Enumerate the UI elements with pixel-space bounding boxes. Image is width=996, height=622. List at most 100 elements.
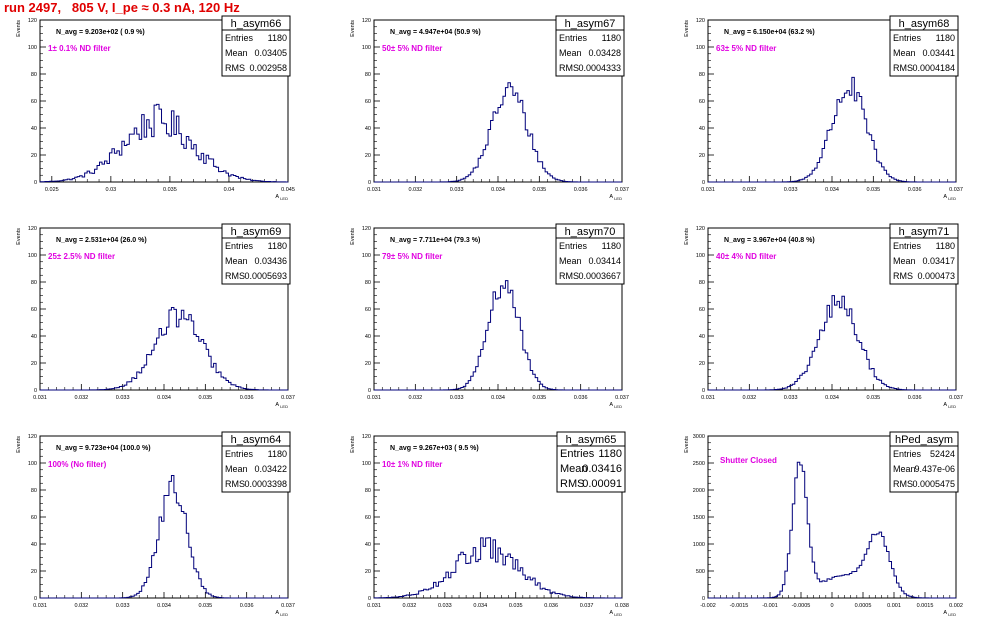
y-tick-label: 0	[702, 388, 705, 394]
x-tick-label: 0.037	[949, 187, 963, 193]
stats-key: Entries	[893, 33, 922, 43]
stats-value: 1180	[936, 241, 955, 251]
x-tick-label: 0.031	[33, 395, 47, 401]
y-tick-label: 100	[28, 45, 37, 51]
y-tick-label: 120	[696, 18, 705, 24]
histogram-panel-h_asym66: 0 20 40 60 80 100 120 0.025 0.03 0.035 0.04 0.045 Ev…	[16, 15, 295, 201]
y-tick-label: 40	[31, 126, 37, 132]
stats-value: 1180	[268, 449, 287, 459]
stats-value: 1180	[936, 33, 955, 43]
filter-label: Shutter Closed	[720, 456, 777, 465]
x-axis-label: A LED	[275, 610, 288, 617]
stats-name: h_asym68	[899, 18, 950, 30]
y-tick-label: 40	[365, 334, 371, 340]
stats-value: 52424	[930, 449, 955, 459]
y-tick-label: 2500	[693, 461, 705, 467]
x-tick-label: 0.036	[908, 395, 922, 401]
x-tick-label: -0.0015	[730, 603, 749, 609]
histogram-line	[708, 76, 956, 183]
x-axis-label: A LED	[609, 402, 622, 409]
x-tick-label: 0.034	[491, 187, 505, 193]
y-tick-label: 80	[365, 488, 371, 494]
stats-value: 0.0003667	[578, 271, 621, 281]
y-tick-label: 0	[368, 180, 371, 186]
y-tick-label: 80	[31, 280, 37, 286]
x-tick-label: 0.036	[544, 603, 558, 609]
y-tick-label: 40	[365, 126, 371, 132]
y-tick-label: 60	[365, 99, 371, 105]
stats-value: 0.0004184	[912, 63, 955, 73]
x-tick-label: 0.03	[105, 187, 116, 193]
stats-name: hPed_asym	[895, 434, 953, 446]
stats-value: 1180	[268, 241, 287, 251]
y-tick-label: 100	[362, 461, 371, 467]
y-tick-label: 40	[31, 542, 37, 548]
x-tick-label: 0.031	[33, 603, 47, 609]
stats-key: Entries	[225, 241, 254, 251]
y-tick-label: 20	[31, 569, 37, 575]
y-tick-label: 500	[696, 569, 705, 575]
stats-key: RMS	[893, 63, 913, 73]
stats-value: 1180	[268, 33, 287, 43]
stats-value: 0.03414	[588, 256, 621, 266]
histogram-line	[374, 280, 622, 391]
filter-label: 50± 5% ND filter	[382, 44, 442, 53]
stats-value: 0.0005475	[912, 479, 955, 489]
stats-box	[221, 15, 291, 77]
x-tick-label: 0.033	[116, 603, 130, 609]
stats-key: Entries	[225, 449, 254, 459]
y-tick-label: 3000	[693, 434, 705, 440]
stats-key: RMS	[225, 479, 245, 489]
stats-value: 0.03441	[922, 48, 955, 58]
x-tick-label: 0.036	[240, 395, 254, 401]
y-tick-label: 120	[362, 18, 371, 24]
filter-label: 40± 4% ND filter	[716, 252, 776, 261]
stats-key: RMS	[225, 271, 245, 281]
stats-key: Entries	[893, 241, 922, 251]
y-tick-label: 100	[28, 461, 37, 467]
y-axis-label: Events	[684, 228, 690, 245]
x-tick-label: 0.035	[532, 395, 546, 401]
stats-box	[889, 15, 959, 77]
histogram-line	[39, 103, 289, 183]
histogram-line	[708, 295, 956, 391]
y-tick-label: 120	[362, 434, 371, 440]
y-tick-label: 20	[699, 153, 705, 159]
x-tick-label: 0.031	[367, 603, 381, 609]
y-tick-label: 80	[31, 72, 37, 78]
stats-key: Entries	[560, 448, 595, 460]
x-tick-label: 0.037	[615, 395, 629, 401]
y-tick-label: 60	[31, 307, 37, 313]
histogram-line	[708, 461, 957, 599]
x-tick-label: -0.0005	[792, 603, 811, 609]
x-axis-label: A LED	[943, 194, 956, 201]
stats-value: 0.0004333	[578, 63, 621, 73]
x-tick-label: 0.031	[367, 187, 381, 193]
navg-label: N_avg = 2.531e+04 (26.0 %)	[56, 237, 147, 244]
stats-key: Mean	[225, 48, 248, 58]
stats-key: RMS	[559, 63, 579, 73]
filter-label: 63± 5% ND filter	[716, 44, 776, 53]
x-tick-label: 0.033	[438, 603, 452, 609]
stats-value: 0.03436	[254, 256, 287, 266]
y-tick-label: 80	[365, 72, 371, 78]
y-tick-label: 100	[696, 253, 705, 259]
histogram-panel-h_asym65: 0 20 40 60 80 100 120 0.031 0.032 0.033 0.034 0.035…	[350, 431, 629, 617]
x-tick-label: 0.032	[408, 187, 422, 193]
y-tick-label: 0	[702, 180, 705, 186]
x-tick-label: 0.031	[367, 395, 381, 401]
x-tick-label: 0	[830, 603, 833, 609]
histogram-panel-h_asym71: 0 20 40 60 80 100 120 0.031 0.032 0.033 0.034 0.035…	[684, 223, 963, 409]
x-tick-label: 0.001	[887, 603, 901, 609]
x-tick-label: 0.037	[949, 395, 963, 401]
x-tick-label: -0.001	[762, 603, 778, 609]
y-tick-label: 80	[699, 72, 705, 78]
x-tick-label: 0.032	[74, 603, 88, 609]
stats-key: Mean	[560, 463, 588, 475]
x-tick-label: 0.034	[157, 603, 171, 609]
x-tick-label: 0.032	[742, 187, 756, 193]
x-tick-label: 0.036	[908, 187, 922, 193]
stats-box	[221, 223, 291, 285]
x-tick-label: 0.034	[825, 395, 839, 401]
stats-key: Mean	[893, 256, 916, 266]
